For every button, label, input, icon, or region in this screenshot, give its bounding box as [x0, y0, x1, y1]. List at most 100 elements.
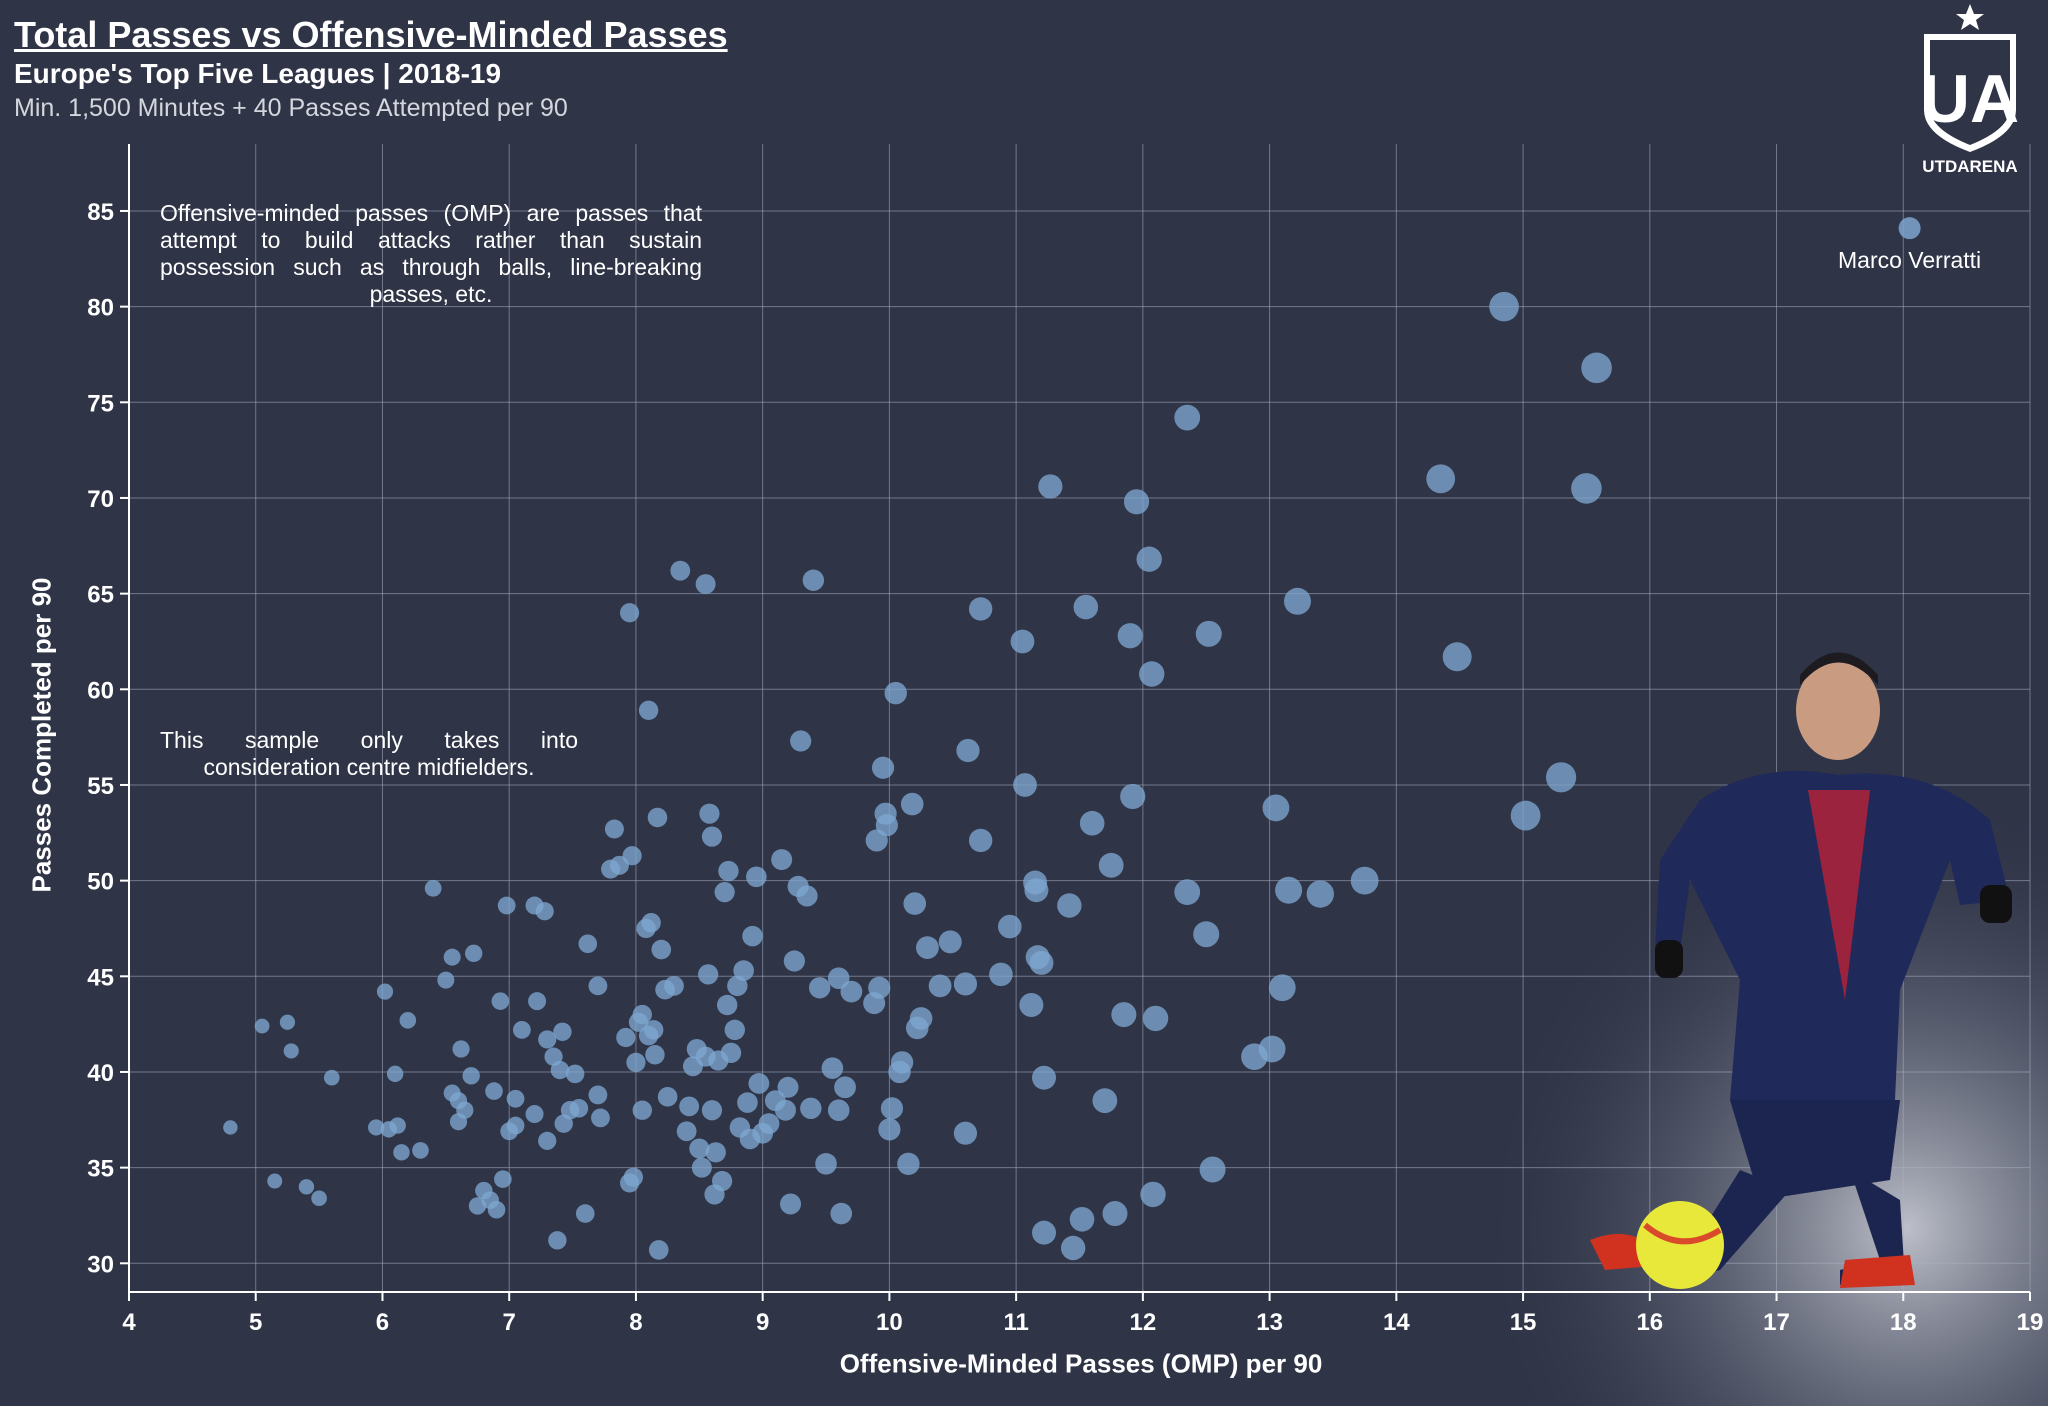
data-point [691, 1157, 712, 1178]
utdarena-logo: UA UTDARENA [1910, 0, 2030, 180]
data-point [548, 1231, 567, 1250]
data-point [279, 1014, 296, 1030]
data-point [1258, 1035, 1286, 1063]
data-point [393, 1144, 410, 1161]
data-point [443, 948, 461, 966]
data-point [724, 1019, 745, 1041]
x-tick-label: 14 [1383, 1309, 1410, 1336]
data-point [928, 974, 952, 998]
y-tick-label: 55 [87, 773, 114, 800]
data-point [1199, 1156, 1226, 1183]
data-point [1069, 1206, 1095, 1232]
x-tick-label: 7 [503, 1309, 516, 1336]
data-point [880, 1097, 904, 1120]
data-point [1193, 921, 1220, 948]
data-point [645, 1045, 665, 1065]
data-point [588, 1085, 608, 1105]
data-point [821, 1057, 844, 1079]
data-point [1117, 623, 1143, 649]
data-point [938, 930, 962, 954]
data-point [780, 1193, 802, 1215]
x-tick-label: 5 [249, 1309, 262, 1336]
data-point [689, 1138, 710, 1159]
data-point [254, 1018, 270, 1034]
data-point [827, 1099, 850, 1122]
y-tick-label: 65 [87, 582, 114, 609]
data-point [323, 1069, 340, 1086]
data-point [701, 1100, 723, 1121]
x-tick-label: 8 [629, 1309, 642, 1336]
data-point [491, 992, 510, 1010]
data-point [535, 902, 554, 921]
y-tick-label: 70 [87, 486, 114, 513]
y-tick-label: 80 [87, 295, 114, 322]
data-point [1073, 594, 1099, 620]
highlight-point-group: Marco Verratti [1838, 217, 1981, 273]
x-tick-label: 11 [1003, 1309, 1028, 1336]
data-point [1426, 464, 1456, 494]
data-point [718, 860, 739, 882]
data-point [465, 944, 483, 963]
data-point [679, 1096, 700, 1117]
data-point [538, 1030, 557, 1049]
data-point [462, 1067, 480, 1085]
data-point [953, 1121, 978, 1145]
x-tick-label: 10 [876, 1309, 903, 1336]
data-point [968, 597, 993, 621]
data-point [283, 1043, 299, 1059]
highlight-label: Marco Verratti [1838, 247, 1981, 273]
data-point [802, 569, 825, 591]
data-point [506, 1089, 525, 1108]
data-point [1111, 1002, 1137, 1028]
data-point [737, 1092, 758, 1113]
data-point [575, 1204, 595, 1223]
data-point [1120, 783, 1146, 810]
data-point [657, 1087, 678, 1107]
x-tick-label: 9 [756, 1309, 769, 1336]
data-point [771, 849, 793, 871]
data-point [485, 1082, 503, 1100]
data-point [1032, 1065, 1057, 1090]
data-point [1174, 879, 1201, 906]
data-point [591, 1108, 610, 1128]
data-point [267, 1173, 283, 1189]
data-point [774, 1099, 796, 1121]
data-point [487, 1200, 506, 1219]
data-point [512, 1020, 531, 1039]
data-point [641, 913, 661, 933]
player-photo-icon [1590, 652, 2012, 1289]
data-point [916, 936, 939, 959]
data-point [783, 950, 805, 972]
data-point [412, 1142, 429, 1159]
x-tick-label: 12 [1130, 1309, 1157, 1336]
x-axis-label: Offensive-Minded Passes (OMP) per 90 [839, 1348, 1323, 1379]
data-point [1038, 474, 1063, 499]
y-tick-label: 75 [87, 390, 114, 417]
data-points [223, 291, 1612, 1261]
data-point [712, 1170, 733, 1192]
data-point [1092, 1088, 1118, 1114]
data-point [497, 896, 516, 915]
axes: 4 5 6 7 8 9 10 11 12 13 14 15 16 17 18 1930354045505560… [87, 144, 2043, 1336]
data-point [437, 971, 455, 989]
data-point [868, 976, 891, 999]
x-tick-label: 6 [376, 1309, 389, 1336]
y-tick-label: 50 [87, 869, 114, 896]
data-point [830, 1202, 853, 1225]
data-point [1581, 352, 1612, 384]
x-tick-label: 13 [1256, 1309, 1283, 1336]
data-point [619, 603, 640, 623]
chart-note: Min. 1,500 Minutes + 40 Passes Attempted… [14, 94, 568, 122]
data-point [884, 681, 907, 705]
y-tick-label: 30 [87, 1251, 114, 1278]
data-point [871, 756, 895, 779]
chart-title: Total Passes vs Offensive-Minded Passes [14, 14, 728, 55]
data-point [956, 738, 980, 763]
x-tick-label: 4 [122, 1309, 136, 1336]
data-point [989, 962, 1013, 987]
data-point [565, 1064, 585, 1084]
data-point [506, 1116, 525, 1135]
highlight-point [1898, 217, 1921, 240]
omp-definition-annotation: Offensive-minded passes (OMP) are passes… [160, 200, 702, 307]
data-point [1140, 1181, 1166, 1208]
